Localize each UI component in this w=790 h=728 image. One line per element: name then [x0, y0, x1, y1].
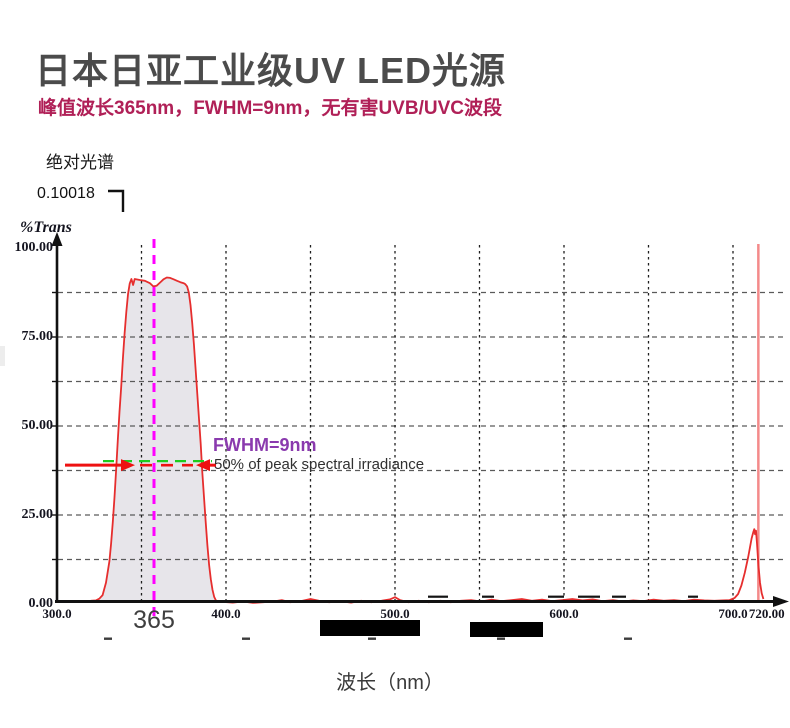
minor-tick-dash — [368, 637, 376, 640]
x-tick-label: 300.0 — [42, 606, 72, 621]
right-arrowhead-icon — [196, 459, 210, 472]
scale-bracket — [108, 189, 125, 212]
half-peak-annotation: 50% of peak spectral irradiance — [214, 456, 425, 473]
page-title: 日本日亚工业级UV LED光源 — [35, 50, 507, 91]
left-arrowhead-icon — [121, 459, 135, 472]
minor-tick-dash — [497, 637, 505, 640]
y-tick-label: 25.00 — [21, 507, 54, 522]
y-tick-label: 0.00 — [28, 596, 54, 611]
minor-tick-dash — [104, 637, 112, 640]
spectrum-curve — [222, 528, 765, 604]
y-tick-label: 100.00 — [14, 240, 54, 255]
fwhm-annotation: FWHM=9nm — [213, 435, 317, 455]
baseline-mark — [578, 595, 600, 598]
x-tick-label: 600.0 — [549, 606, 579, 621]
baseline-mark — [428, 595, 448, 598]
baseline-mark — [548, 595, 564, 598]
baseline-mark — [482, 595, 494, 598]
spectrum-area — [57, 277, 223, 603]
minor-tick-dash — [242, 637, 250, 640]
y-axis-title: %Trans — [20, 219, 72, 236]
x-tick-label: 400.0 — [211, 606, 241, 621]
redaction-bar — [320, 620, 420, 636]
chart-section-title: 绝对光谱 — [46, 153, 114, 172]
baseline-mark — [612, 595, 626, 598]
scale-max-value: 0.10018 — [37, 185, 95, 202]
x-tick-label: 500.0 — [380, 606, 410, 621]
baseline-mark — [688, 595, 698, 598]
edge-artifact — [0, 346, 5, 366]
x-axis-arrowhead-icon — [773, 596, 789, 607]
x-tick-label: 720.00 — [748, 606, 785, 621]
y-tick-label: 50.00 — [21, 418, 54, 433]
spectrum-curve — [57, 276, 223, 603]
y-tick-label: 75.00 — [21, 329, 54, 344]
minor-tick-dash — [624, 637, 632, 640]
page-subtitle: 峰值波长365nm，FWHM=9nm，无有害UVB/UVC波段 — [38, 98, 502, 119]
redaction-bar — [470, 622, 543, 637]
peak-wavelength-label: 365 — [133, 606, 175, 634]
x-tick-label: 700.0 — [718, 606, 748, 621]
y-axis-arrowhead-icon — [51, 232, 63, 246]
x-axis-title: 波长（nm） — [336, 672, 444, 694]
